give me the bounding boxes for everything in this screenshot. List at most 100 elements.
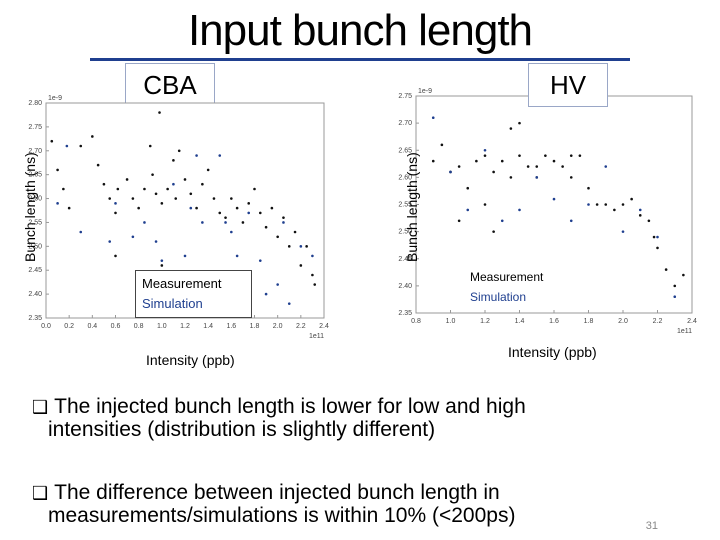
x-tick-label: 1.0 — [446, 318, 456, 325]
measurement-point — [212, 197, 216, 200]
simulation-point — [131, 235, 135, 239]
measurement-point — [518, 154, 521, 157]
measurement-point — [241, 221, 245, 224]
simulation-point — [299, 245, 303, 248]
legend-simulation: Simulation — [142, 296, 203, 311]
measurement-point — [50, 139, 54, 143]
measurement-point — [195, 206, 198, 210]
measurement-point — [143, 187, 146, 191]
measurement-point — [492, 170, 495, 174]
measurement-point — [108, 197, 112, 200]
simulation-point — [247, 211, 251, 215]
measurement-point — [682, 273, 685, 277]
x-multiplier: 1e11 — [309, 333, 324, 340]
measurement-point — [114, 211, 117, 215]
x-tick-label: 0.0 — [41, 323, 51, 330]
measurement-point — [247, 202, 251, 205]
measurement-point — [160, 202, 164, 205]
simulation-point — [201, 221, 204, 224]
measurement-point — [613, 208, 616, 212]
measurement-point — [131, 197, 135, 200]
measurement-point — [544, 154, 547, 157]
simulation-point — [569, 219, 573, 223]
y-multiplier: 1e-9 — [48, 95, 62, 102]
y-multiplier: 1e-9 — [418, 88, 432, 95]
simulation-point — [282, 221, 285, 224]
measurement-point — [201, 182, 204, 186]
x-tick-label: 0.6 — [111, 323, 121, 330]
bullet-2-text: The difference between injected bunch le… — [54, 481, 500, 504]
x-multiplier: 1e11 — [677, 328, 692, 335]
measurement-point — [67, 206, 71, 210]
checkbox-bullet-icon: ❑ — [32, 397, 49, 418]
measurement-point — [172, 159, 175, 162]
x-tick-label: 0.4 — [87, 323, 97, 330]
simulation-point — [287, 302, 291, 305]
y-tick-label: 2.50 — [398, 229, 412, 236]
measurement-point — [526, 165, 530, 168]
bullet-1-text: The injected bunch length is lower for l… — [54, 395, 526, 418]
y-tick-label: 2.55 — [398, 202, 412, 209]
measurement-point — [230, 197, 233, 200]
simulation-point — [638, 208, 642, 212]
measurement-point — [160, 264, 164, 267]
y-tick-label: 2.45 — [398, 256, 412, 263]
y-tick-label: 2.40 — [28, 291, 42, 298]
legend-measurement: Measurement — [470, 270, 544, 284]
y-tick-label: 2.65 — [398, 147, 412, 154]
simulation-point — [218, 154, 222, 157]
legend-cba: Measurement Simulation — [135, 270, 252, 318]
y-tick-label: 2.35 — [28, 315, 42, 322]
simulation-point — [466, 208, 470, 212]
measurement-point — [114, 254, 117, 258]
bullet-1: ❑ The injected bunch length is lower for … — [32, 396, 526, 441]
x-tick-label: 2.4 — [319, 323, 329, 330]
measurement-point — [569, 154, 573, 157]
x-tick-label: 0.2 — [64, 323, 74, 330]
simulation-point — [224, 221, 227, 224]
measurement-point — [235, 206, 239, 210]
measurement-point — [158, 111, 161, 114]
measurement-point — [293, 230, 297, 234]
measurement-point — [79, 144, 83, 148]
x-tick-label: 2.2 — [653, 318, 663, 325]
measurement-point — [630, 197, 633, 201]
y-tick-label: 2.60 — [28, 196, 42, 203]
y-tick-label: 2.35 — [398, 310, 412, 317]
measurement-point — [647, 219, 651, 223]
measurement-point — [457, 219, 461, 223]
measurement-point — [287, 245, 291, 248]
measurement-point — [299, 264, 303, 267]
measurement-point — [96, 163, 100, 167]
simulation-point — [656, 235, 659, 239]
measurement-point — [264, 225, 268, 229]
x-tick-label: 0.8 — [134, 323, 144, 330]
measurement-point — [518, 121, 521, 125]
simulation-point — [230, 230, 233, 234]
y-tick-label: 2.70 — [28, 148, 42, 155]
y-tick-label: 2.65 — [28, 172, 42, 179]
measurement-point — [621, 203, 625, 206]
simulation-point — [235, 254, 239, 258]
simulation-point — [160, 259, 164, 262]
bullet-2: ❑ The difference between injected bunch l… — [32, 482, 515, 527]
y-tick-label: 2.70 — [398, 120, 412, 127]
measurement-point — [148, 144, 152, 148]
x-tick-label: 1.0 — [157, 323, 167, 330]
measurement-point — [189, 192, 193, 196]
slide-title: Input bunch length — [187, 6, 533, 55]
simulation-point — [311, 254, 314, 258]
title-underline — [90, 58, 630, 61]
measurement-point — [125, 178, 129, 181]
measurement-point — [270, 206, 274, 210]
bullet-2-cont: measurements/simulations is within 10% (… — [48, 504, 516, 527]
y-tick-label: 2.60 — [398, 174, 412, 181]
simulation-point — [172, 182, 175, 186]
y-tick-label: 2.40 — [398, 283, 412, 290]
measurement-point — [638, 214, 642, 217]
simulation-point — [189, 206, 193, 210]
measurement-point — [183, 178, 187, 181]
measurement-point — [218, 211, 222, 215]
y-tick-label: 2.75 — [398, 93, 412, 100]
